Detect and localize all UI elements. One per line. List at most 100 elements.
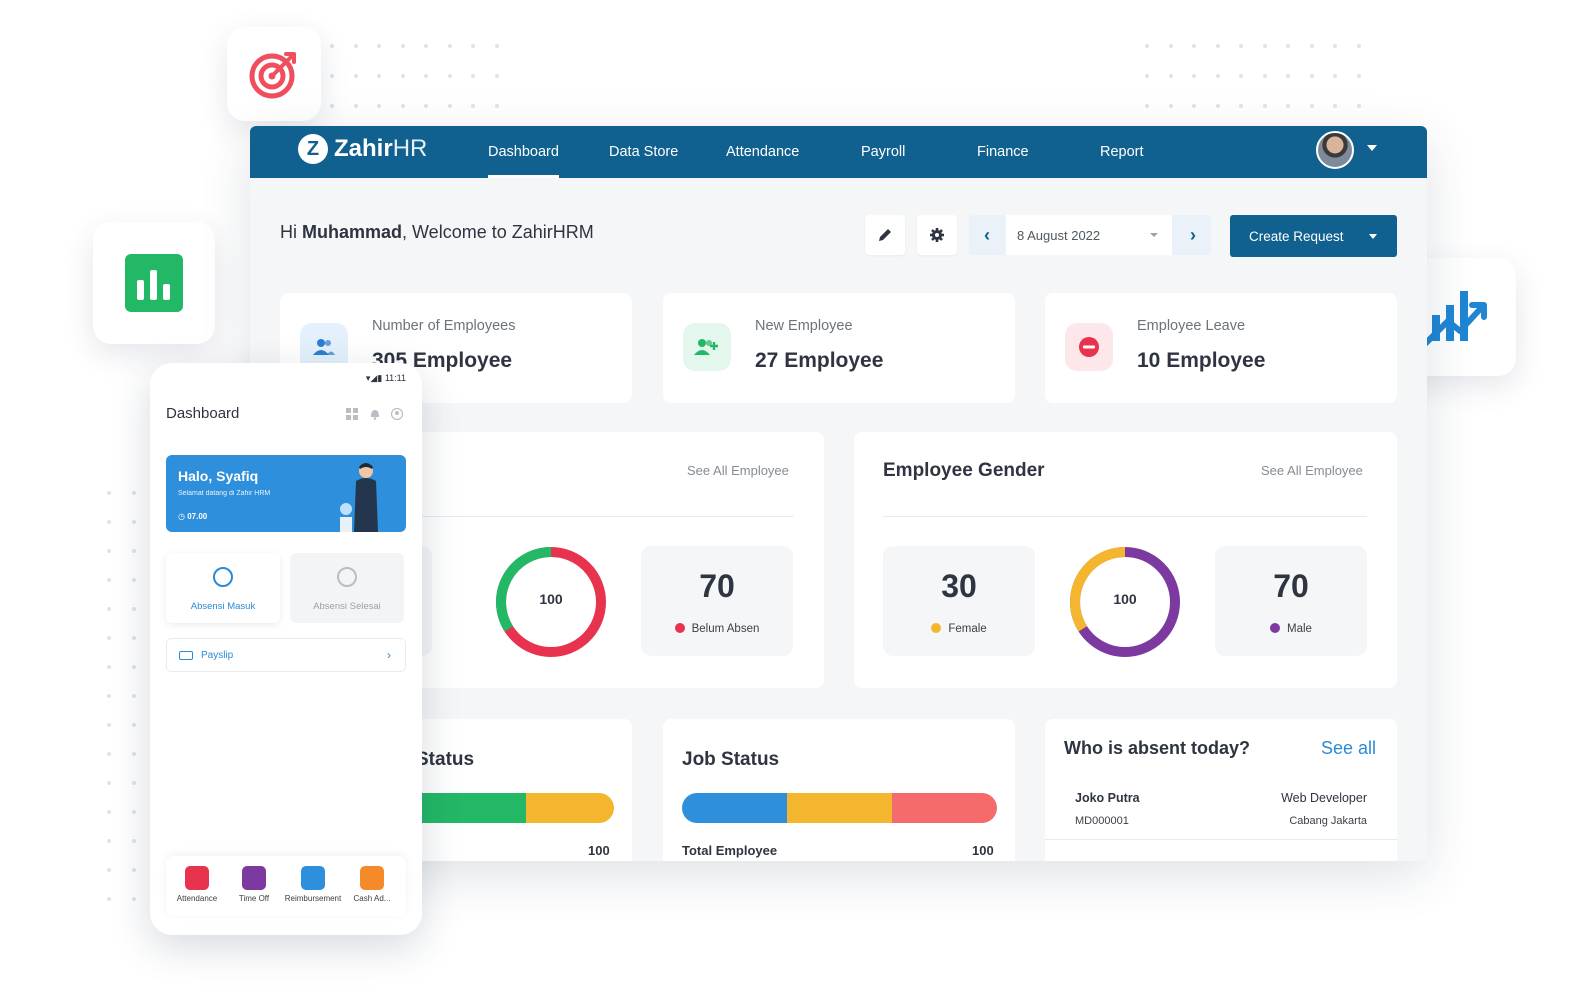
- absent-employee-id: MD000001: [1075, 815, 1129, 827]
- decorative-dot: [1262, 104, 1267, 108]
- payslip-row[interactable]: Payslip ›: [166, 638, 406, 672]
- decorative-dot: [107, 723, 111, 727]
- decorative-dot: [107, 607, 111, 611]
- dock-label: Reimbursement: [284, 894, 342, 903]
- apps-grid-icon[interactable]: [346, 408, 358, 420]
- decorative-dot: [107, 549, 111, 553]
- decorative-dot: [107, 636, 111, 640]
- date-select[interactable]: 8 August 2022: [1006, 215, 1172, 255]
- decorative-dot: [330, 104, 334, 108]
- decorative-dot: [132, 839, 136, 843]
- decorative-dot: [107, 868, 111, 872]
- dock-reimbursement[interactable]: Reimbursement: [284, 866, 342, 903]
- edit-button[interactable]: [865, 215, 905, 255]
- create-request-button[interactable]: Create Request: [1230, 215, 1397, 257]
- gender-donut-chart: 100: [1068, 545, 1182, 659]
- decorative-dot: [1239, 74, 1243, 78]
- male-legend: Male: [1215, 623, 1367, 635]
- minus-circle-icon: [1065, 323, 1113, 371]
- status-total-value: 100: [588, 843, 610, 858]
- status-bar-yellow-segment: [526, 793, 614, 823]
- decorative-dot: [1168, 104, 1173, 108]
- male-value: 70: [1273, 568, 1309, 604]
- logo-mark-icon: Z: [298, 134, 328, 164]
- phone-status-bar: ▾◢▮ 11:11: [365, 373, 406, 383]
- user-menu-caret-icon[interactable]: [1367, 145, 1377, 151]
- decorative-dot: [1168, 44, 1173, 48]
- decorative-dot: [447, 74, 452, 78]
- dock-label: Attendance: [176, 894, 218, 903]
- user-avatar[interactable]: [1316, 131, 1354, 169]
- target-icon: [249, 52, 296, 99]
- decorative-dot: [1145, 44, 1149, 48]
- decorative-dot: [1262, 44, 1267, 48]
- status-card-title: Status: [416, 749, 475, 770]
- payslip-label: Payslip: [201, 649, 234, 661]
- dock-time-off[interactable]: Time Off: [225, 866, 283, 903]
- banner-time-value: 07.00: [187, 512, 208, 521]
- app-logo[interactable]: Z Zahir HR: [298, 134, 427, 164]
- profile-icon[interactable]: [391, 408, 403, 420]
- stat-value: 27 Employee: [755, 349, 884, 372]
- bell-icon[interactable]: [369, 408, 381, 420]
- logo-text-bold: Zahir: [334, 135, 393, 162]
- absent-see-all-link[interactable]: See all: [1321, 738, 1377, 758]
- nav-attendance[interactable]: Attendance: [726, 144, 800, 160]
- see-all-employee-link[interactable]: See All Employee: [687, 463, 789, 478]
- logo-text-light: HR: [392, 135, 428, 162]
- decorative-dot: [1356, 74, 1361, 78]
- decorative-dot: [330, 74, 334, 78]
- decorative-dot: [1215, 74, 1220, 78]
- female-tile: 30 Female: [883, 546, 1035, 656]
- decorative-dot: [424, 74, 428, 78]
- red-legend-dot: [674, 623, 685, 633]
- belum-absen-tile: 70 Belum Absen: [641, 546, 793, 656]
- nav-report[interactable]: Report: [1100, 144, 1144, 160]
- decorative-dot: [132, 549, 136, 553]
- next-date-chevron-icon[interactable]: ›: [1190, 224, 1196, 245]
- prev-date-chevron-icon[interactable]: ‹: [984, 224, 990, 245]
- welcome-message: Hi Muhammad, Welcome to ZahirHRM: [280, 222, 594, 243]
- decorative-dot: [107, 578, 111, 582]
- settings-button[interactable]: [917, 215, 957, 255]
- dot-grid-top-left: [330, 44, 518, 108]
- see-all-employee-link[interactable]: See All Employee: [1261, 463, 1363, 478]
- stat-card-new-employee[interactable]: New Employee 27 Employee: [663, 293, 1015, 403]
- absent-employee-name[interactable]: Joko Putra: [1075, 791, 1140, 805]
- nav-payroll[interactable]: Payroll: [861, 144, 906, 160]
- decorative-dot: [1168, 74, 1173, 78]
- gender-card-title: Employee Gender: [883, 460, 1045, 481]
- decorative-dot: [132, 810, 136, 814]
- absensi-selesai-button[interactable]: Absensi Selesai: [290, 553, 404, 623]
- nav-dashboard[interactable]: Dashboard: [488, 126, 559, 178]
- decorative-dot: [1192, 74, 1196, 78]
- divider: [883, 516, 1367, 517]
- decorative-dot: [132, 578, 136, 582]
- decorative-dot: [1192, 44, 1196, 48]
- stat-label: Employee Leave: [1137, 318, 1246, 334]
- decorative-dot: [107, 752, 111, 756]
- absensi-masuk-button[interactable]: Absensi Masuk: [166, 553, 280, 623]
- decorative-dot: [1333, 104, 1337, 108]
- decorative-dot: [1286, 74, 1290, 78]
- decorative-dot: [107, 810, 111, 814]
- female-label: Female: [948, 623, 987, 635]
- decorative-dot: [107, 839, 111, 843]
- female-value: 30: [941, 568, 977, 604]
- nav-data-store[interactable]: Data Store: [609, 144, 679, 160]
- create-request-caret-icon: [1369, 234, 1377, 239]
- decorative-dot: [1333, 74, 1337, 78]
- belum-absen-legend: Belum Absen: [641, 623, 793, 635]
- dashboard-window: Z Zahir HR Dashboard Data Store Attendanc…: [250, 126, 1427, 861]
- decorative-dot: [353, 104, 358, 108]
- decorative-dot: [107, 491, 111, 495]
- divider: [1045, 839, 1397, 840]
- dock-cash-advance[interactable]: Cash Ad...: [343, 866, 401, 903]
- decorative-dot: [132, 607, 136, 611]
- stat-card-employee-leave[interactable]: Employee Leave 10 Employee: [1045, 293, 1397, 403]
- nav-finance[interactable]: Finance: [977, 144, 1029, 160]
- cash-advance-app-icon: [360, 866, 384, 890]
- decorative-dot: [1145, 74, 1149, 78]
- dock-attendance[interactable]: Attendance: [168, 866, 226, 903]
